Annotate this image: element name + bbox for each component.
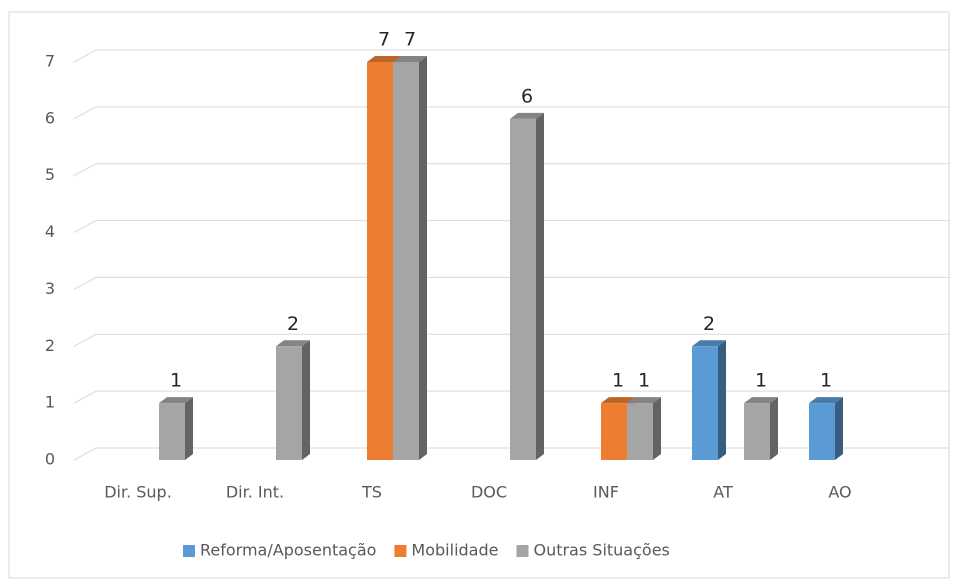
bar bbox=[159, 397, 193, 460]
grid-line bbox=[73, 333, 950, 347]
bar-top bbox=[692, 340, 726, 347]
legend-label: Outras Situações bbox=[533, 541, 669, 560]
bar bbox=[692, 340, 726, 460]
bar-front bbox=[692, 346, 718, 460]
bar-front bbox=[627, 403, 653, 460]
bar-front bbox=[601, 403, 627, 460]
bar bbox=[393, 56, 427, 460]
data-label: 2 bbox=[703, 313, 715, 335]
bar-top bbox=[744, 397, 778, 404]
bar-top bbox=[510, 112, 544, 119]
y-tick-label: 2 bbox=[45, 336, 55, 355]
bar-front bbox=[367, 62, 393, 460]
x-tick-label: AT bbox=[713, 483, 733, 502]
bar-top bbox=[627, 397, 661, 404]
data-label: 7 bbox=[378, 29, 390, 51]
bar-top bbox=[159, 397, 193, 404]
legend-swatch bbox=[516, 545, 529, 557]
bar-side bbox=[718, 340, 726, 460]
y-tick-label: 7 bbox=[45, 52, 55, 71]
y-tick-label: 4 bbox=[45, 222, 55, 241]
grid-line bbox=[73, 390, 950, 404]
grid-line bbox=[73, 276, 950, 290]
grid-line bbox=[73, 49, 950, 63]
chart-frame bbox=[8, 11, 950, 579]
data-label: 1 bbox=[820, 370, 832, 392]
bar-side bbox=[653, 397, 661, 460]
data-label: 1 bbox=[612, 370, 624, 392]
grid-line bbox=[73, 163, 950, 177]
bar-front bbox=[809, 403, 835, 460]
x-tick-label: AO bbox=[828, 483, 851, 502]
bar bbox=[809, 397, 843, 460]
data-label: 6 bbox=[521, 85, 533, 107]
bar-top bbox=[601, 397, 635, 404]
x-tick-label: DOC bbox=[471, 483, 507, 502]
bar-front bbox=[744, 403, 770, 460]
data-label: 1 bbox=[755, 370, 767, 392]
legend-swatch bbox=[394, 545, 407, 557]
y-tick-label: 6 bbox=[45, 108, 55, 127]
bar-side bbox=[536, 112, 544, 460]
bar-front bbox=[159, 403, 185, 460]
bar-side bbox=[770, 397, 778, 460]
grid-line bbox=[73, 220, 950, 234]
bar-top bbox=[809, 397, 843, 404]
bar bbox=[276, 340, 310, 460]
bar-side bbox=[419, 56, 427, 460]
y-tick-label: 0 bbox=[45, 450, 55, 469]
bar-top bbox=[393, 56, 427, 62]
y-tick-label: 5 bbox=[45, 165, 55, 184]
bar-front bbox=[510, 118, 536, 460]
bar-side bbox=[302, 340, 310, 460]
grid-line bbox=[73, 106, 950, 120]
legend-swatch bbox=[183, 545, 195, 557]
y-tick-label: 1 bbox=[45, 393, 55, 412]
x-tick-label: Dir. Int. bbox=[226, 483, 284, 502]
bar-front bbox=[276, 346, 302, 460]
legend-label: Mobilidade bbox=[411, 541, 498, 560]
bar bbox=[744, 397, 778, 460]
grid-line bbox=[73, 447, 950, 461]
x-tick-label: TS bbox=[361, 483, 382, 502]
data-label: 7 bbox=[404, 29, 416, 51]
bar-top bbox=[276, 340, 310, 347]
data-label: 2 bbox=[287, 313, 299, 335]
data-label: 1 bbox=[170, 370, 182, 392]
bar-top bbox=[367, 56, 401, 62]
x-tick-label: Dir. Sup. bbox=[104, 483, 172, 502]
x-tick-label: INF bbox=[593, 483, 619, 502]
bar-side bbox=[835, 397, 843, 460]
bar-front bbox=[393, 62, 419, 460]
bar bbox=[510, 112, 544, 460]
legend-label: Reforma/Aposentação bbox=[200, 541, 376, 560]
bar bbox=[627, 397, 661, 460]
bar-side bbox=[185, 397, 193, 460]
y-tick-label: 3 bbox=[45, 279, 55, 298]
data-label: 1 bbox=[638, 370, 650, 392]
